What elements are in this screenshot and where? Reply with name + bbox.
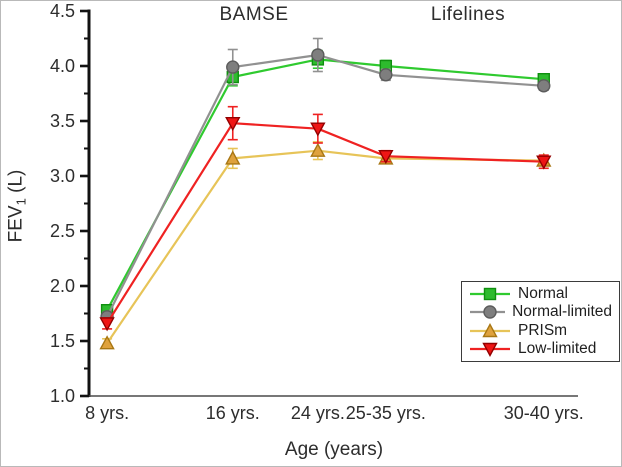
marker-square-icon [483,287,497,301]
marker-triangle-up-icon [482,322,498,337]
marker-circle-icon [537,79,551,93]
legend-box: Normal Normal-limited PRISm Low-limited [461,281,620,362]
y-axis-title: FEV1 (L) [6,170,29,243]
legend-item-low-limited: Low-limited [469,340,612,358]
y-tick-label: 1.0 [50,386,75,406]
marker-circle-icon [379,68,393,82]
marker-triangle-down-icon [482,342,498,357]
legend-item-normal: Normal [469,285,612,303]
y-tick-label: 1.5 [50,331,75,351]
x-axis-title: Age (years) [284,439,384,460]
marker-triangle-down-icon [310,122,326,137]
x-tick-label: 8 yrs. [85,403,129,423]
x-tick-label: 16 yrs. [206,403,260,423]
legend-circle-icon [470,305,506,320]
y-axis-title-base: FEV [5,205,27,243]
series-normal [100,49,550,317]
marker-circle-icon [483,305,497,320]
y-axis-title-unit: (L) [5,169,27,199]
marker-circle-icon [226,60,240,74]
legend-item-prism: PRISm [469,322,612,340]
legend-square-icon [470,287,510,301]
marker-triangle-up-icon [225,150,241,165]
series-low-limited [99,105,552,332]
legend-label: Normal [518,285,568,303]
y-tick-label: 3.5 [50,111,75,131]
legend-triangle-down-icon [470,342,510,357]
legend-triangle-up-icon [470,322,510,337]
marker-triangle-down-icon [378,149,394,165]
y-tick-label: 3.0 [50,166,75,186]
marker-triangle-up-icon [99,335,115,350]
marker-triangle-down-icon [536,155,552,170]
cohort-label-bamse: BAMSE [219,4,289,25]
x-tick-label: 30-40 yrs. [504,403,584,423]
marker-triangle-down-icon [225,116,241,132]
y-tick-label: 2.0 [50,276,75,296]
legend-item-normal-limited: Normal-limited [469,303,612,321]
legend-label: PRISm [518,321,568,339]
series-line [106,53,544,318]
cohort-label-lifelines: Lifelines [430,4,506,25]
y-tick-label: 4.5 [50,1,75,21]
legend-label: Low-limited [518,339,597,357]
marker-triangle-up-icon [310,142,326,157]
marker-triangle-down-icon [99,317,115,332]
legend-label: Normal-limited [512,303,612,321]
y-tick-label: 2.5 [50,221,75,241]
y-axis-title-subscript: 1 [13,198,29,206]
x-tick-label: 24 yrs. [291,403,345,423]
marker-circle-icon [311,48,325,62]
y-tick-label: 4.0 [50,56,75,76]
x-tick-label: 25-35 yrs. [346,403,426,423]
